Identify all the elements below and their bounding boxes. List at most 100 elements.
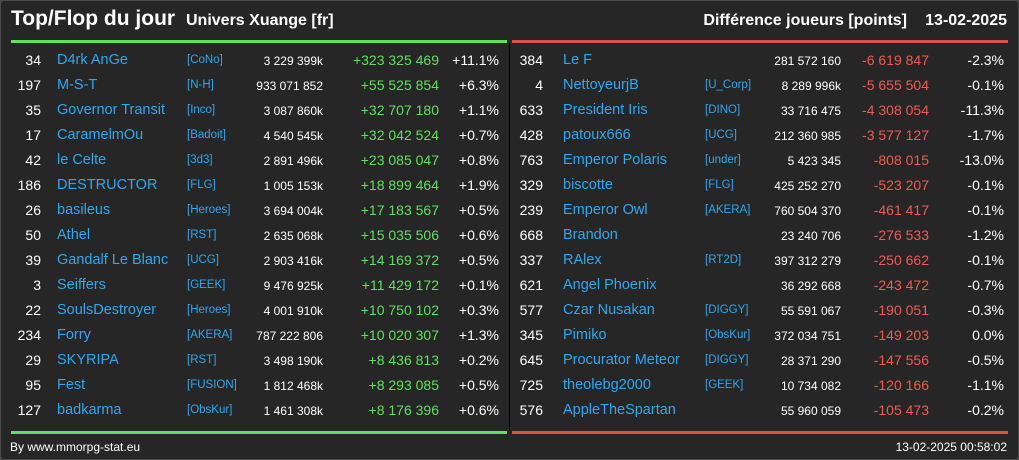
alliance-tag-link[interactable]: [GEEK] xyxy=(187,279,226,291)
player-name-link[interactable]: patoux666 xyxy=(563,127,631,143)
player-name-link[interactable]: Governor Transit xyxy=(57,102,165,118)
points-delta: -250 662 xyxy=(873,252,929,268)
player-rank: 95 xyxy=(25,377,41,393)
player-name-link[interactable]: Emperor Owl xyxy=(563,202,648,218)
alliance-tag-link[interactable]: [Inco] xyxy=(187,104,216,116)
percent-change: -0.1% xyxy=(967,252,1004,268)
alliance-tag-link[interactable]: [under] xyxy=(705,154,741,166)
alliance-tag-link[interactable]: [ObsKur] xyxy=(705,329,751,341)
alliance-tag-link[interactable]: [3d3] xyxy=(187,154,213,166)
alliance-tag-link[interactable]: [DINO] xyxy=(705,104,741,116)
alliance-tag-link[interactable]: [AKERA] xyxy=(705,204,751,216)
player-name-link[interactable]: President Iris xyxy=(563,102,648,118)
alliance-tag-link[interactable]: [UCG] xyxy=(187,254,219,266)
alliance-tag-link[interactable]: [RT2D] xyxy=(705,254,742,266)
points-delta: -523 207 xyxy=(873,177,929,193)
table-row: 577 Czar Nusakan [DIGGY] 55 591 067 -190 051… xyxy=(510,298,1008,323)
player-name-link[interactable]: Angel Phoenix xyxy=(563,277,657,293)
player-name-link[interactable]: Gandalf Le Blanc xyxy=(57,252,169,268)
alliance-tag-link[interactable]: [GEEK] xyxy=(705,379,744,391)
player-rank: 337 xyxy=(519,252,543,268)
player-rank: 621 xyxy=(519,277,543,293)
player-points: 9 476 925k xyxy=(263,279,323,293)
player-name-link[interactable]: basileus xyxy=(57,202,111,218)
player-name-link[interactable]: Pimiko xyxy=(563,327,607,343)
alliance-tag-link[interactable]: [CoNo] xyxy=(187,54,223,66)
player-name-link[interactable]: Brandon xyxy=(563,227,618,243)
player-points: 1 812 468k xyxy=(263,379,323,393)
player-name-link[interactable]: Seiffers xyxy=(57,277,106,293)
player-name-link[interactable]: Le F xyxy=(563,52,593,68)
player-name-link[interactable]: Procurator Meteor xyxy=(563,352,680,368)
site-credit[interactable]: By www.mmorpg-stat.eu xyxy=(10,440,141,454)
player-name-link[interactable]: Forry xyxy=(57,327,91,343)
player-name-link[interactable]: theolebg2000 xyxy=(563,377,651,393)
player-name-link[interactable]: Athel xyxy=(57,227,91,243)
alliance-tag-link[interactable]: [Badoit] xyxy=(187,129,226,141)
player-rank: 50 xyxy=(25,227,41,243)
alliance-tag-link[interactable]: [FUSION] xyxy=(187,379,237,391)
alliance-tag-link[interactable]: [UCG] xyxy=(705,129,737,141)
player-name-link[interactable]: le Celte xyxy=(57,152,107,168)
player-name-link[interactable]: CaramelmOu xyxy=(57,127,144,143)
alliance-tag-link[interactable]: [AKERA] xyxy=(187,329,233,341)
points-delta: -808 015 xyxy=(873,152,929,168)
player-points: 36 292 668 xyxy=(780,279,841,293)
player-name-link[interactable]: RAlex xyxy=(563,252,602,268)
player-name-link[interactable]: biscotte xyxy=(563,177,613,193)
player-name-link[interactable]: DESTRUCTOR xyxy=(57,177,158,193)
table-row: 34 D4rk AnGe [CoNo] 3 229 399k +323 325 469 +… xyxy=(1,48,499,73)
alliance-tag-link[interactable]: [RST] xyxy=(187,229,217,241)
table-row: 17 CaramelmOu [Badoit] 4 540 545k +32 042 52… xyxy=(1,123,499,148)
universe-label: Univers Xuange [fr] xyxy=(186,12,334,29)
player-name-link[interactable]: badkarma xyxy=(57,402,122,418)
percent-change: +0.2% xyxy=(458,352,499,368)
bottom-divider-green xyxy=(11,431,507,434)
percent-change: -0.7% xyxy=(967,277,1004,293)
player-points: 397 312 279 xyxy=(774,254,841,268)
player-rank: 186 xyxy=(17,177,41,193)
player-name-link[interactable]: D4rk AnGe xyxy=(57,52,128,68)
footer: By www.mmorpg-stat.eu 13-02-2025 00:58:0… xyxy=(1,438,1018,458)
alliance-tag-link[interactable]: [FLG] xyxy=(705,179,734,191)
player-rank: 22 xyxy=(25,302,41,318)
table-row: 234 Forry [AKERA] 787 222 806 +10 020 307 +1.… xyxy=(1,323,499,348)
player-rank: 17 xyxy=(25,127,41,143)
alliance-tag-link[interactable]: [U_Corp] xyxy=(705,79,752,91)
header: Top/Flop du jour Univers Xuange [fr] Dif… xyxy=(1,1,1018,39)
player-name-link[interactable]: M-S-T xyxy=(57,77,98,93)
alliance-tag-link[interactable]: [N-H] xyxy=(187,79,214,91)
points-delta: -149 203 xyxy=(873,327,929,343)
player-name-link[interactable]: Czar Nusakan xyxy=(563,302,655,318)
percent-change: +0.7% xyxy=(458,127,499,143)
points-delta: +14 169 372 xyxy=(360,252,439,268)
alliance-tag-link[interactable]: [DIGGY] xyxy=(705,304,749,316)
alliance-tag-link[interactable]: [ObsKur] xyxy=(187,404,233,416)
table-row: 633 President Iris [DINO] 33 716 475 -4 308 … xyxy=(510,98,1008,123)
alliance-tag-link[interactable]: [RST] xyxy=(187,354,217,366)
percent-change: +0.1% xyxy=(458,277,499,293)
table-row: 127 badkarma [ObsKur] 1 461 308k +8 176 396 +… xyxy=(1,398,499,423)
player-rank: 345 xyxy=(519,327,543,343)
percent-change: -0.2% xyxy=(967,402,1004,418)
player-points: 933 071 852 xyxy=(256,79,323,93)
player-name-link[interactable]: NettoyeurjB xyxy=(563,77,639,93)
player-name-link[interactable]: AppleTheSpartan xyxy=(563,402,676,418)
alliance-tag-link[interactable]: [Heroes] xyxy=(187,304,231,316)
points-delta: +11 429 172 xyxy=(361,277,439,293)
player-name-link[interactable]: Emperor Polaris xyxy=(563,152,667,168)
player-name-link[interactable]: SKYRIPA xyxy=(57,352,119,368)
player-name-link[interactable]: Fest xyxy=(57,377,86,393)
player-name-link[interactable]: SoulsDestroyer xyxy=(57,302,157,318)
player-rank: 239 xyxy=(519,202,543,218)
table-row: 576 AppleTheSpartan 55 960 059 -105 473 -0.2… xyxy=(510,398,1008,423)
alliance-tag-link[interactable]: [Heroes] xyxy=(187,204,231,216)
player-rank: 34 xyxy=(25,52,41,68)
player-points: 33 716 475 xyxy=(780,104,841,118)
percent-change: +1.9% xyxy=(458,177,499,193)
table-row: 384 Le F 281 572 160 -6 619 847 -2.3% xyxy=(510,48,1008,73)
alliance-tag-link[interactable]: [DIGGY] xyxy=(705,354,749,366)
player-points: 55 960 059 xyxy=(780,404,841,418)
player-rank: 127 xyxy=(17,402,41,418)
alliance-tag-link[interactable]: [FLG] xyxy=(187,179,216,191)
